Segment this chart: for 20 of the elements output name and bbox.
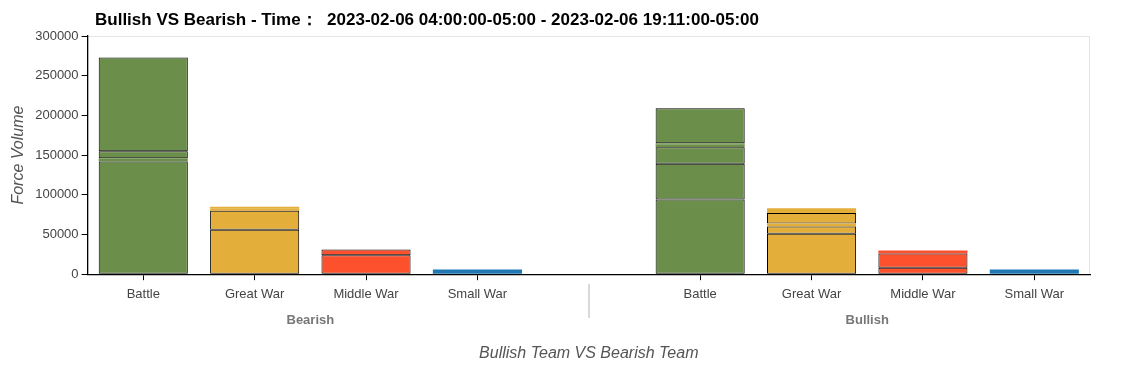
y-tick-label: 250000 xyxy=(35,67,79,83)
x-tick-label: Small War xyxy=(447,285,508,301)
text: Bullish xyxy=(845,311,889,327)
x-tick-label: Small War xyxy=(1004,285,1065,301)
x-tick-label: Battle xyxy=(683,285,717,301)
y-tick-label: 50000 xyxy=(42,226,79,242)
x-axis-title: Bullish Team VS Bearish Team xyxy=(479,343,699,361)
chart-title: Bullish VS Bearish - Time： 2023-02-06 04:00:00-05:00 - 2023-02-06 19:11:00-05:00 xyxy=(95,9,759,31)
x-tick-label: Middle War xyxy=(890,285,957,301)
y-tick-label: 150000 xyxy=(35,146,79,162)
y-tick-label: 300000 xyxy=(35,27,79,43)
y-axis-title: Force Volume xyxy=(9,105,27,205)
text: Bearish xyxy=(286,311,335,327)
y-tick-label: 100000 xyxy=(35,186,79,202)
x-tick-label: Battle xyxy=(126,285,160,301)
y-tick-label: 0 xyxy=(71,265,79,281)
y-tick-label: 200000 xyxy=(35,106,79,122)
x-tick-label: Great War xyxy=(781,285,842,301)
x-tick-label: Middle War xyxy=(333,285,400,301)
x-tick-label: Great War xyxy=(224,285,286,301)
